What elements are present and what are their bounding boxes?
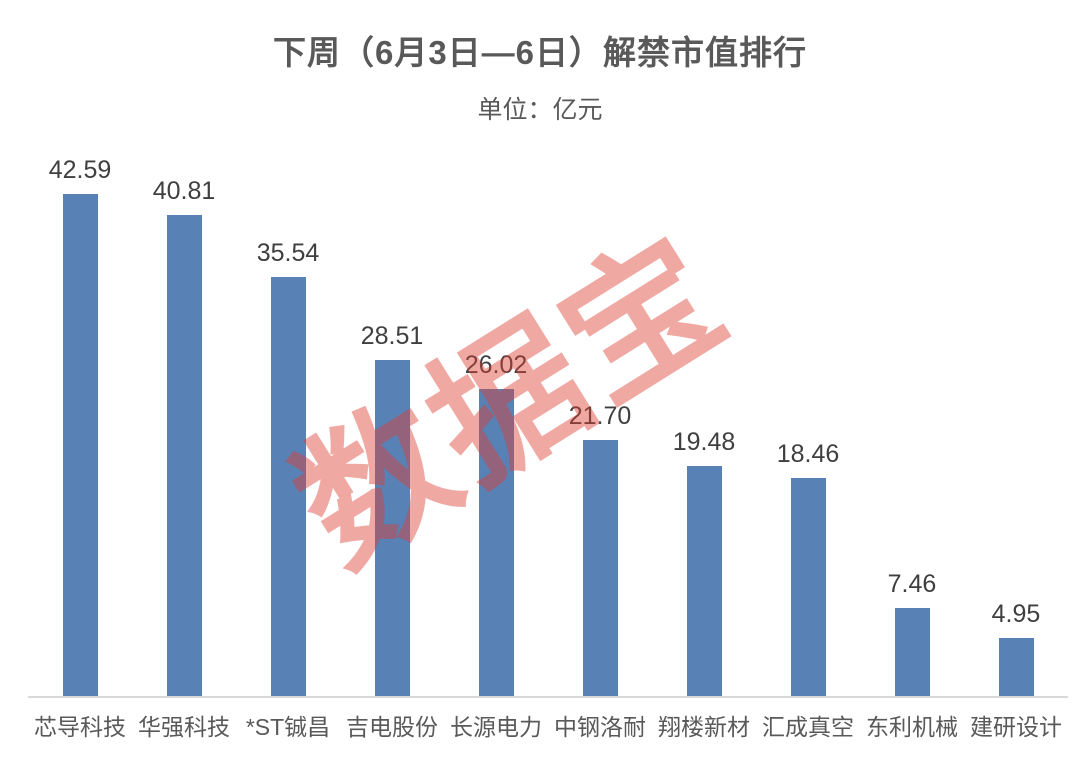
bar-slot: 21.70 — [548, 150, 652, 696]
bar-slot: 28.51 — [340, 150, 444, 696]
bar-slot: 35.54 — [236, 150, 340, 696]
bar-value-label: 19.48 — [672, 428, 736, 457]
bar-slot: 42.59 — [28, 150, 132, 696]
category-label: 芯导科技 — [34, 714, 126, 740]
category-label: 汇成真空 — [762, 714, 854, 740]
bar-value-label: 35.54 — [256, 238, 320, 267]
bar — [62, 193, 98, 696]
category-label: 东利机械 — [866, 714, 958, 740]
bar-slot: 19.48 — [652, 150, 756, 696]
category-label: 华强科技 — [138, 714, 230, 740]
category-label: 翔楼新材 — [658, 714, 750, 740]
bar — [998, 637, 1034, 696]
bar-value-label: 26.02 — [464, 351, 528, 380]
bar — [582, 440, 618, 696]
bar-slot: 40.81 — [132, 150, 236, 696]
bar — [790, 478, 826, 696]
bar-slot: 7.46 — [860, 150, 964, 696]
category-label: 中钢洛耐 — [554, 714, 646, 740]
category-label: 吉电股份 — [346, 714, 438, 740]
category-label: 长源电力 — [450, 714, 542, 740]
category-axis: 芯导科技 华强科技 *ST铖昌 吉电股份 长源电力 中钢洛耐 翔楼新材 汇成真空 东利机械 建研设… — [28, 708, 1068, 742]
bar-value-label: 28.51 — [360, 321, 424, 350]
chart-subtitle: 单位：亿元 — [477, 96, 603, 124]
bar-slot: 4.95 — [964, 150, 1068, 696]
bar-value-label: 42.59 — [48, 155, 112, 184]
category-label: *ST铖昌 — [245, 714, 331, 740]
bar-value-label: 4.95 — [991, 599, 1041, 628]
bar-slot: 18.46 — [756, 150, 860, 696]
bar-value-label: 21.70 — [568, 402, 632, 431]
chart-title: 下周（6月3日—6日）解禁市值排行 — [272, 34, 808, 71]
bar-value-label: 40.81 — [152, 176, 216, 205]
bar-value-label: 7.46 — [887, 570, 937, 599]
bar — [478, 389, 514, 696]
bar — [894, 608, 930, 696]
bar — [270, 276, 306, 696]
plot-area: 42.59 40.81 35.54 28.51 26.02 21.70 19.48 18.46… — [28, 150, 1068, 698]
bar-value-label: 18.46 — [776, 440, 840, 469]
bar-slot: 26.02 — [444, 150, 548, 696]
bar — [686, 466, 722, 696]
bar — [374, 359, 410, 696]
category-label: 建研设计 — [970, 714, 1062, 740]
bar — [166, 214, 202, 696]
